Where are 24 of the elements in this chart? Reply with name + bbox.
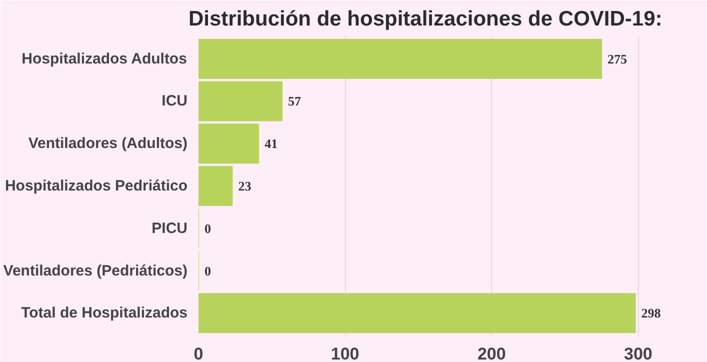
y-tick-label: Hospitalizados Pedriático: [4, 178, 188, 194]
y-tick-label: ICU: [162, 92, 188, 110]
y-tick-label: Total de Hospitalizados: [21, 304, 188, 322]
data-label: 0: [204, 220, 211, 236]
bar: [198, 166, 233, 206]
data-label: 57: [288, 94, 302, 109]
bar: [198, 38, 602, 79]
data-label: 298: [641, 306, 662, 321]
y-tick-label: PICU: [152, 220, 188, 237]
y-tick-label: Ventiladores (Pedriáticos): [3, 262, 188, 280]
y-tick-label: Ventiladores (Adultos): [28, 135, 188, 152]
y-tick-label: Hospitalizados Adultos: [22, 50, 187, 68]
x-tick-label: 300: [624, 344, 652, 362]
data-label: 41: [264, 136, 278, 152]
data-label: 0: [204, 263, 211, 278]
bar: [198, 124, 260, 164]
x-tick-label: 100: [330, 344, 360, 362]
data-label: 23: [238, 178, 252, 194]
bar: [198, 293, 636, 334]
chart-title: Distribución de hospitalizaciones de COVID-19:: [188, 8, 662, 30]
x-tick-label: 200: [477, 344, 506, 362]
x-tick-label: 0: [194, 344, 204, 362]
data-label: 275: [608, 51, 628, 66]
bar: [198, 81, 283, 122]
